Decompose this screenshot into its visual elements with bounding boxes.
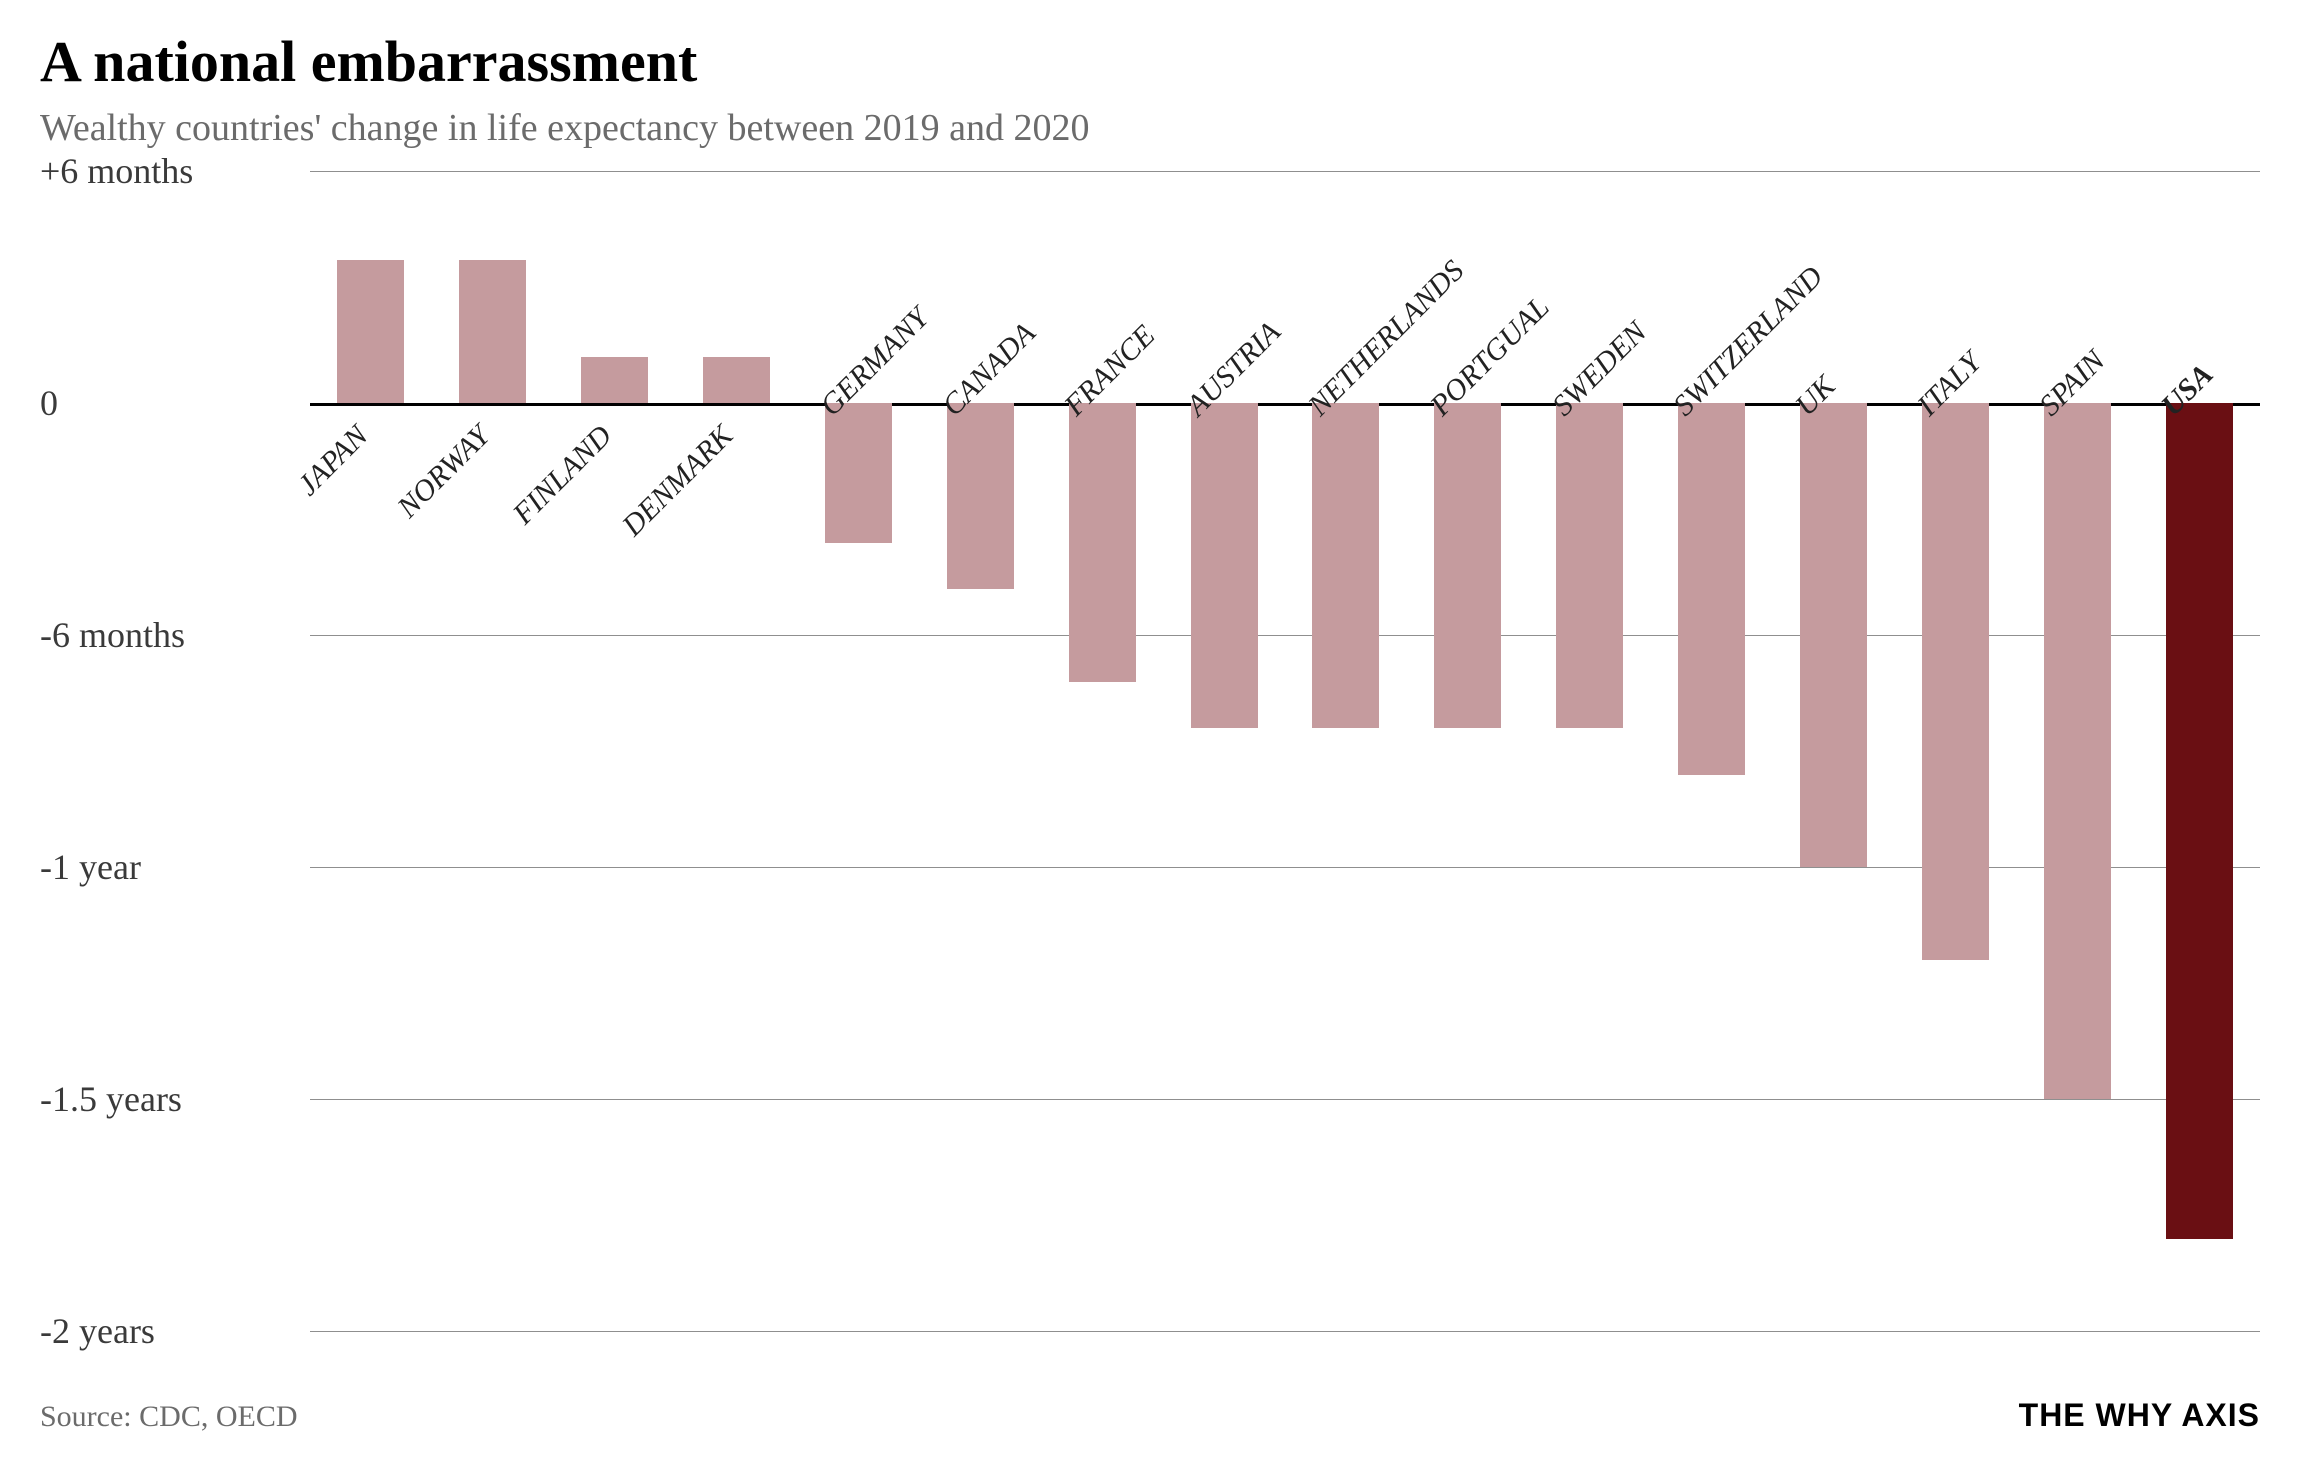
bar [947, 403, 1014, 589]
bar [1191, 403, 1258, 728]
bar-label: DENMARK [616, 419, 740, 543]
y-axis-tick-label: -1 year [40, 846, 300, 888]
chart-area: +6 months0-6 months-1 year-1.5 years-2 y… [40, 171, 2260, 1331]
branding-text: THE WHY AXIS [2019, 1397, 2260, 1434]
bar [2166, 403, 2233, 1238]
bar-label: NORWAY [391, 419, 497, 525]
bar [1800, 403, 1867, 867]
bar [459, 260, 526, 403]
bar [703, 357, 770, 403]
bar [1556, 403, 1623, 728]
bar [825, 403, 892, 542]
bar [1678, 403, 1745, 774]
y-axis-tick-label: +6 months [40, 150, 300, 192]
bar [2044, 403, 2111, 1099]
chart-subtitle: Wealthy countries' change in life expect… [40, 106, 2260, 152]
bars-layer: JAPANNORWAYFINLANDDENMARKGERMANYCANADAFR… [310, 171, 2260, 1331]
y-axis-tick-label: -6 months [40, 614, 300, 656]
y-axis-tick-label: -2 years [40, 1310, 300, 1352]
gridline [310, 1331, 2260, 1332]
chart-container: A national embarrassment Wealthy countri… [0, 0, 2300, 1462]
y-axis-tick-label: 0 [40, 382, 300, 424]
chart-title: A national embarrassment [40, 30, 2260, 94]
source-text: Source: CDC, OECD [40, 1400, 298, 1434]
bar [1312, 403, 1379, 728]
bar [581, 357, 648, 403]
bar-label: FINLAND [506, 419, 618, 531]
bar [337, 260, 404, 403]
bar-label: JAPAN [291, 419, 375, 503]
bar [1434, 403, 1501, 728]
bar [1069, 403, 1136, 681]
y-axis-tick-label: -1.5 years [40, 1078, 300, 1120]
bar [1922, 403, 1989, 960]
